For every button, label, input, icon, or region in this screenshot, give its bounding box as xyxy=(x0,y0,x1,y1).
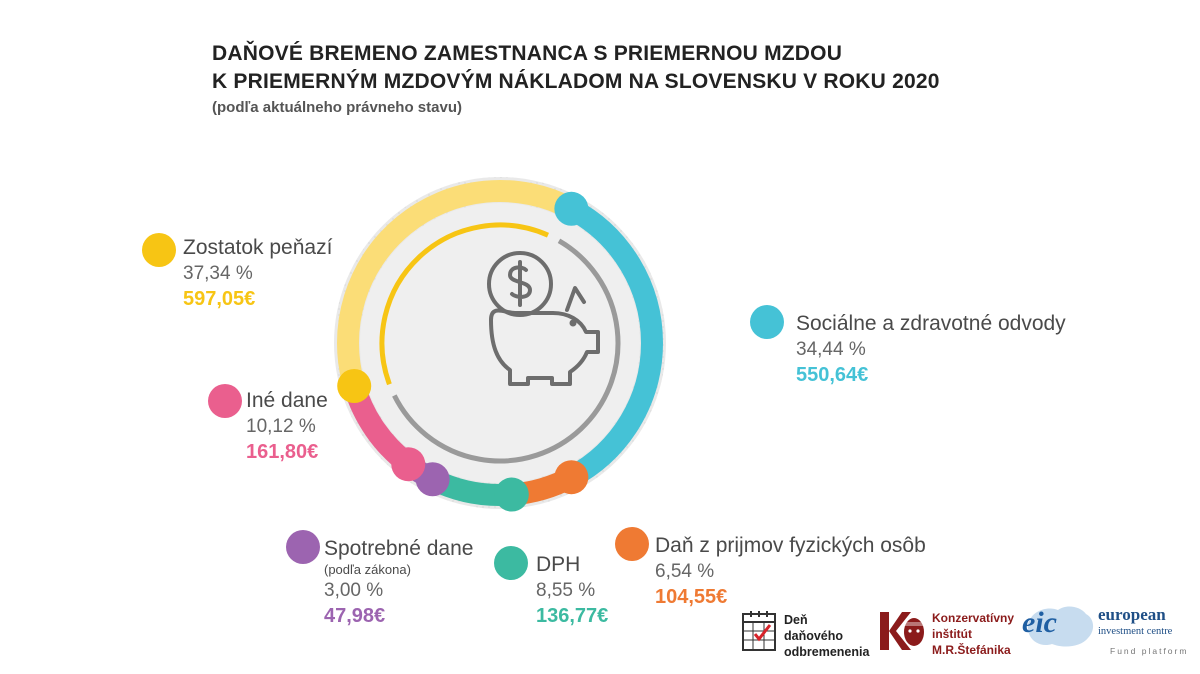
legend-amount: 104,55€ xyxy=(655,586,728,608)
chart-subtitle: (podľa aktuálneho právneho stavu) xyxy=(212,99,462,116)
center-disc xyxy=(360,203,640,483)
logo-kimrs-text: Konzervatívny inštitút M.R.Štefánika xyxy=(932,611,1015,657)
calendar-check-icon xyxy=(742,611,776,651)
logo-ddo-text: Deň daňového odbremenenia xyxy=(784,613,870,659)
legend-label: Spotrebné dane xyxy=(324,537,474,560)
legend-income-tax: Daň z prijmov fyzických osôb 6,54 % 104,… xyxy=(615,527,926,610)
legend-label: Daň z prijmov fyzických osôb xyxy=(655,534,926,557)
chart-title-block: DAŇOVÉ BREMENO ZAMESTNANCA S PRIEMERNOU … xyxy=(212,40,940,118)
legend-remaining: Zostatok peňazí 37,34 % 597,05€ xyxy=(142,233,333,312)
partner-logos: Deň daňového odbremenenia Konzervatívny … xyxy=(742,602,1186,662)
inner-arc-remaining xyxy=(379,222,550,386)
legend-dot-excise-duties xyxy=(286,530,320,564)
legend-amount: 47,98€ xyxy=(324,605,386,627)
legend-social-health: Sociálne a zdravotné odvody 34,44 % 550,… xyxy=(750,305,1066,388)
legend-dot-social-health xyxy=(750,305,784,339)
eic-tagline: Fund platform xyxy=(1110,646,1189,656)
legend-label: DPH xyxy=(536,553,581,576)
piggy-bank-dollar-icon xyxy=(487,251,600,386)
marker-zostatok-penazi xyxy=(337,369,372,404)
legend-excise-duties: Spotrebné dane (podľa zákona) 3,00 % 47,… xyxy=(286,530,474,629)
legend-percent: 6,54 % xyxy=(655,561,715,582)
marker-dph xyxy=(494,477,529,512)
slice-socialne-a-zdravotne-odvody xyxy=(566,199,663,487)
legend-label: Zostatok peňazí xyxy=(183,236,333,259)
chart-title-line2: K PRIEMERNÝM MZDOVÝM NÁKLADOM NA SLOVENS… xyxy=(212,70,940,93)
marker-socialne-a-zdravotne-odvody xyxy=(554,191,589,226)
legend-vat: DPH 8,55 % 136,77€ xyxy=(494,546,609,629)
legend-label: Sociálne a zdravotné odvody xyxy=(796,312,1066,335)
segment-markers xyxy=(337,191,589,512)
eic-name-2: investment centre xyxy=(1098,626,1173,637)
slice-zostatok-penazi xyxy=(337,180,577,390)
legend-label: Iné dane xyxy=(246,389,328,412)
legend-note: (podľa zákona) xyxy=(324,562,411,577)
marker-ine-dane xyxy=(391,447,426,482)
legend-dot-income-tax xyxy=(615,527,649,561)
legend-percent: 3,00 % xyxy=(324,580,384,601)
legend-amount: 161,80€ xyxy=(246,441,319,463)
chart-title-line1: DAŇOVÉ BREMENO ZAMESTNANCA S PRIEMERNOU … xyxy=(212,42,843,65)
legend-other-taxes: Iné dane 10,12 % 161,80€ xyxy=(208,384,328,465)
legend-dot-other-taxes xyxy=(208,384,242,418)
eic-mark: eic xyxy=(1022,606,1057,639)
marker-dan-z-prijmov-fyzickych-osob xyxy=(554,460,589,495)
legend-dot-vat xyxy=(494,546,528,580)
legend-amount: 597,05€ xyxy=(183,288,256,310)
legend-amount: 550,64€ xyxy=(796,364,869,386)
legend-percent: 37,34 % xyxy=(183,263,253,284)
eic-name: european xyxy=(1098,605,1166,624)
legend-percent: 10,12 % xyxy=(246,416,316,437)
legend-dot-remaining xyxy=(142,233,176,267)
legend-percent: 8,55 % xyxy=(536,580,596,601)
marker-spotrebne-dane xyxy=(415,462,450,497)
legend-amount: 136,77€ xyxy=(536,605,609,627)
legend-percent: 34,44 % xyxy=(796,339,866,360)
kimrs-portrait-logo xyxy=(880,612,924,650)
inner-arc-deductions xyxy=(392,238,621,464)
europe-map-shape xyxy=(1027,606,1094,647)
